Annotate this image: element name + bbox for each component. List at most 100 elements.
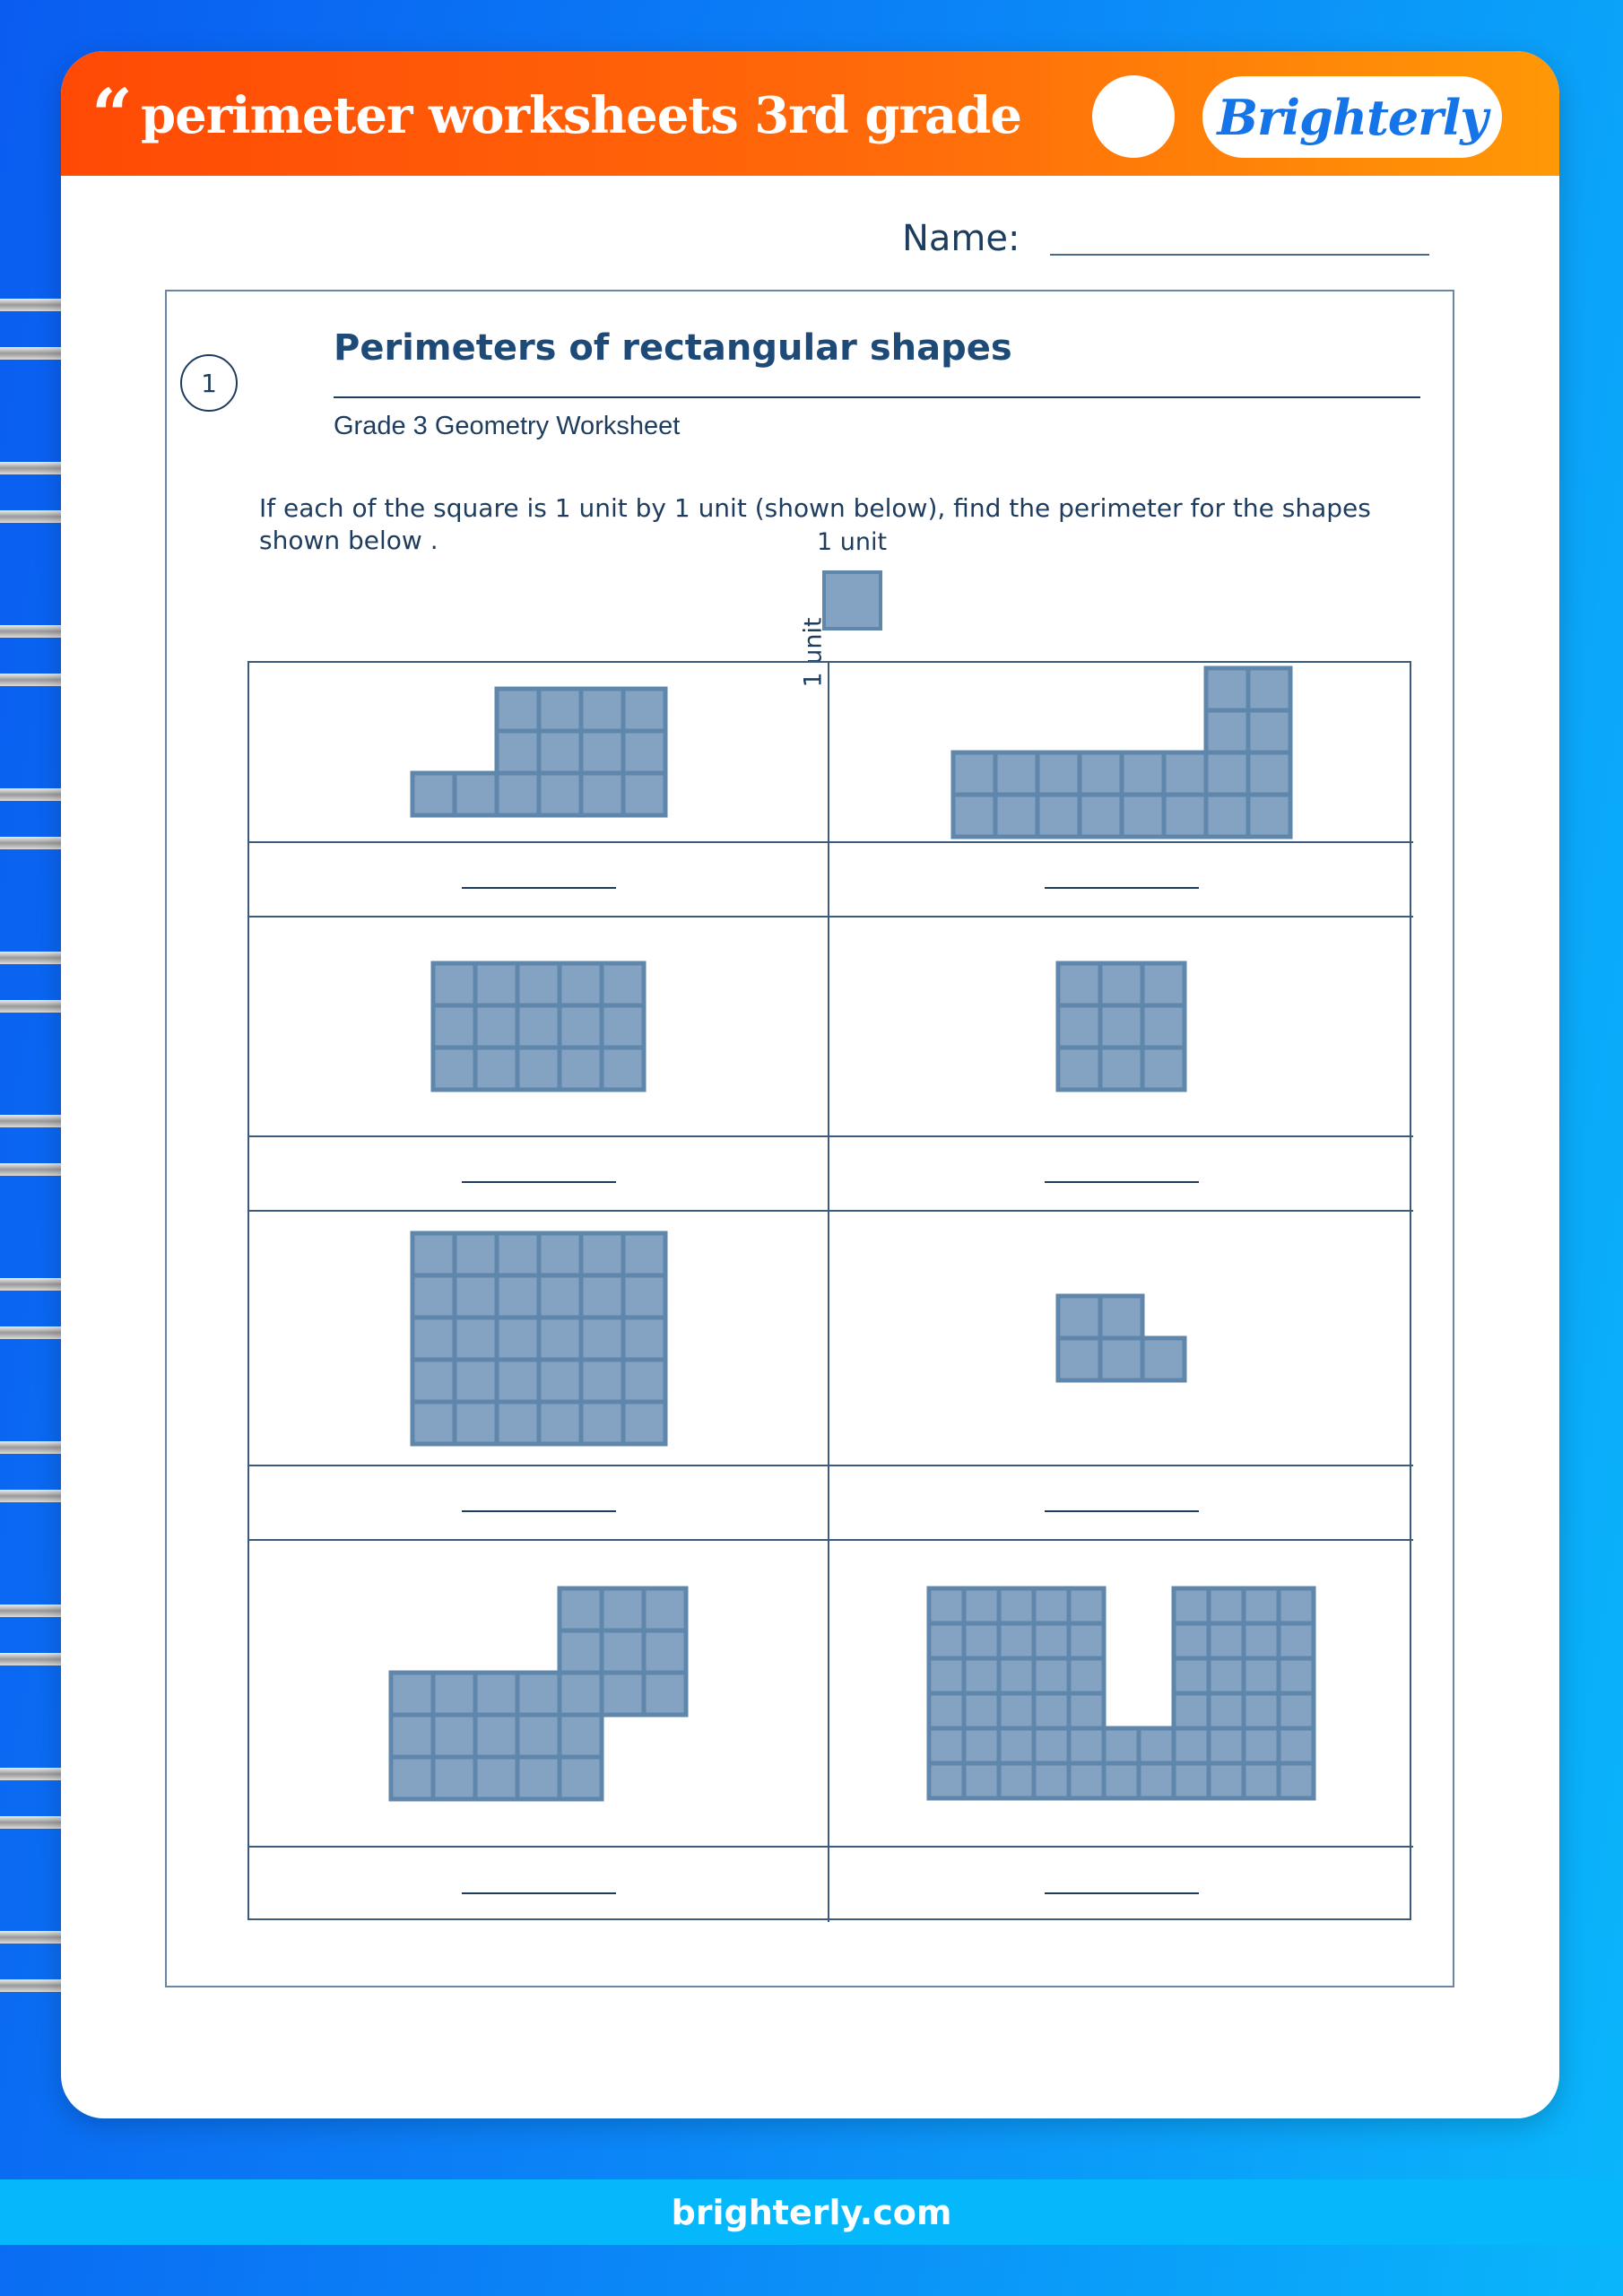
unit-square <box>473 1045 520 1092</box>
unit-square <box>452 1315 499 1361</box>
exercise-box <box>165 290 1454 1987</box>
unit-square <box>1276 1691 1316 1731</box>
unit-square <box>1031 1726 1072 1766</box>
unit-square <box>578 1231 625 1277</box>
shape-cell <box>829 918 1413 1137</box>
unit-square <box>1241 1691 1281 1731</box>
unit-square <box>1241 1586 1281 1626</box>
answer-cell <box>249 1466 829 1541</box>
header-banner: “perimeter worksheets 3rd grade Brighter… <box>61 51 1559 176</box>
unit-square <box>494 1357 541 1404</box>
unit-square <box>1241 1761 1281 1801</box>
unit-square <box>536 1399 583 1446</box>
unit-square <box>950 750 997 796</box>
unit-square <box>1066 1621 1107 1661</box>
unit-square <box>1077 750 1124 796</box>
unit-square <box>1276 1586 1316 1626</box>
unit-square <box>1035 792 1081 839</box>
grid-shape <box>410 1231 667 1446</box>
answer-blank[interactable] <box>1044 1180 1199 1183</box>
unit-square <box>1245 792 1292 839</box>
unit-square <box>494 770 541 818</box>
unit-square <box>1171 1761 1211 1801</box>
unit-square <box>1031 1761 1072 1801</box>
unit-square <box>578 728 625 776</box>
unit-square <box>961 1656 1002 1696</box>
exercise-subtitle: Grade 3 Geometry Worksheet <box>334 412 681 440</box>
name-label: Name: <box>902 218 1020 259</box>
unit-square <box>557 961 604 1008</box>
shape-cell <box>829 663 1413 843</box>
unit-square <box>599 1586 647 1632</box>
unit-square <box>494 728 541 776</box>
unit-square <box>515 1003 562 1050</box>
unit-square <box>1066 1691 1107 1731</box>
unit-square <box>961 1761 1002 1801</box>
name-field[interactable] <box>1050 254 1429 256</box>
unit-square <box>473 1712 520 1759</box>
unit-square <box>1171 1656 1211 1696</box>
unit-square <box>1140 1335 1187 1383</box>
unit-square <box>926 1726 967 1766</box>
answer-blank[interactable] <box>461 886 616 889</box>
unit-square <box>430 1045 478 1092</box>
unit-square <box>578 1399 625 1446</box>
unit-square <box>599 1003 647 1050</box>
unit-square <box>473 961 520 1008</box>
unit-square <box>1171 1586 1211 1626</box>
unit-square <box>410 1315 456 1361</box>
answer-blank[interactable] <box>461 1180 616 1183</box>
unit-square <box>515 1754 562 1801</box>
unit-square <box>1276 1656 1316 1696</box>
unit-square <box>557 1628 604 1674</box>
unit-square <box>996 1621 1037 1661</box>
unit-square <box>621 686 667 734</box>
unit-square <box>1206 1726 1246 1766</box>
unit-square <box>996 1656 1037 1696</box>
answer-blank[interactable] <box>1044 1892 1199 1894</box>
unit-square <box>926 1761 967 1801</box>
grid-shape <box>950 665 1292 839</box>
unit-square <box>515 961 562 1008</box>
unit-square <box>621 1315 667 1361</box>
answer-cell <box>249 1848 829 1922</box>
unit-square <box>1245 708 1292 754</box>
unit-square <box>1171 1691 1211 1731</box>
unit-square <box>1276 1726 1316 1766</box>
unit-square <box>1241 1621 1281 1661</box>
unit-square <box>1119 792 1166 839</box>
brighterly-logo[interactable]: Brighterly <box>1202 76 1502 158</box>
answer-blank[interactable] <box>461 1509 616 1512</box>
answer-cell <box>829 1466 1413 1541</box>
answer-cell <box>249 843 829 918</box>
unit-square <box>1140 1003 1187 1050</box>
unit-square <box>1055 1293 1103 1341</box>
unit-square <box>1206 1761 1246 1801</box>
unit-square <box>557 1670 604 1717</box>
unit-square <box>1031 1691 1072 1731</box>
answer-blank[interactable] <box>1044 886 1199 889</box>
shape-cell <box>829 1212 1413 1466</box>
unit-square <box>410 1231 456 1277</box>
exercise-title: Perimeters of rectangular shapes <box>334 327 1012 369</box>
grid-shape <box>410 686 667 818</box>
unit-square <box>452 1357 499 1404</box>
unit-square <box>430 1754 478 1801</box>
unit-square <box>452 1399 499 1446</box>
unit-square <box>1031 1586 1072 1626</box>
unit-square <box>536 1315 583 1361</box>
logo-text: Brighterly <box>1217 88 1488 146</box>
unit-square <box>1035 750 1081 796</box>
unit-square <box>1098 1003 1145 1050</box>
shape-cell <box>249 1212 829 1466</box>
unit-square <box>1245 665 1292 712</box>
answer-cell <box>249 1137 829 1212</box>
quote-icon: “ <box>91 73 133 157</box>
footer-site[interactable]: brighterly.com <box>671 2192 952 2232</box>
unit-square <box>410 770 456 818</box>
answer-blank[interactable] <box>461 1892 616 1894</box>
answer-blank[interactable] <box>1044 1509 1199 1512</box>
unit-square <box>926 1586 967 1626</box>
footer-banner: brighterly.com <box>0 2179 1623 2245</box>
grid-shape <box>926 1586 1316 1801</box>
